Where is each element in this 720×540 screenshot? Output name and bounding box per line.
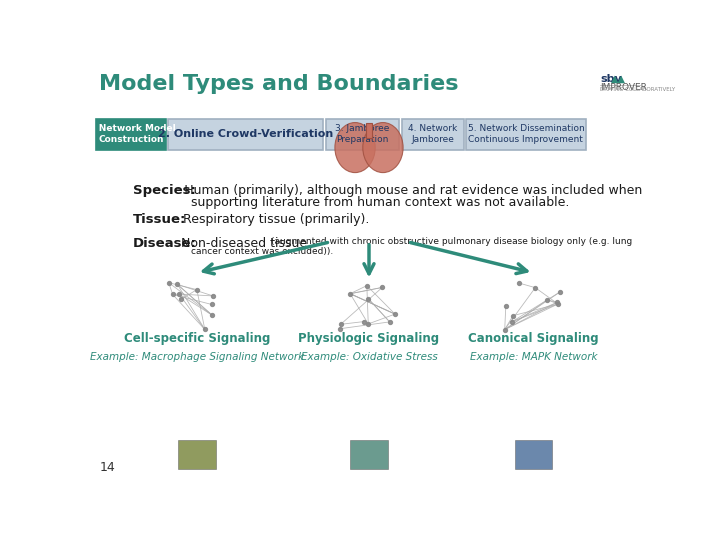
Bar <box>325 119 399 150</box>
Text: Disease:: Disease: <box>132 237 197 249</box>
Text: Model Types and Boundaries: Model Types and Boundaries <box>99 74 459 94</box>
Text: 1. Network Model
Construction: 1. Network Model Construction <box>86 124 176 144</box>
Bar <box>402 119 464 150</box>
Text: Physiologic Signaling: Physiologic Signaling <box>298 332 440 345</box>
Text: Cell-specific Signaling: Cell-specific Signaling <box>124 332 270 345</box>
Point <box>359 317 370 326</box>
Text: 4. Network
Jamboree: 4. Network Jamboree <box>408 124 457 144</box>
Text: ▲▲: ▲▲ <box>611 74 626 84</box>
Point <box>506 318 518 326</box>
Text: : Human (primarily), although mouse and rat evidence was included when: : Human (primarily), although mouse and … <box>176 184 642 197</box>
Point <box>499 325 510 334</box>
Point <box>175 295 186 304</box>
Text: supporting literature from human context was not available.: supporting literature from human context… <box>191 197 569 210</box>
Text: Example: Oxidative Stress: Example: Oxidative Stress <box>301 352 437 362</box>
Bar <box>515 440 552 469</box>
Point <box>384 318 395 326</box>
Point <box>529 284 541 292</box>
Text: Species:: Species: <box>132 184 196 197</box>
Text: Example: MAPK Network: Example: MAPK Network <box>469 352 597 362</box>
Point <box>207 292 219 300</box>
Ellipse shape <box>363 123 403 173</box>
Point <box>335 320 346 329</box>
Text: 3. Jamboree
Preparation: 3. Jamboree Preparation <box>336 124 390 144</box>
Text: (augmented with chronic obstructive pulmonary disease biology only (e.g. lung: (augmented with chronic obstructive pulm… <box>271 237 632 246</box>
Point <box>362 294 374 303</box>
Bar <box>168 119 323 150</box>
Point <box>206 300 217 309</box>
Point <box>500 301 512 310</box>
Point <box>541 295 553 304</box>
Bar <box>351 440 387 469</box>
Bar <box>366 123 372 138</box>
Point <box>390 310 401 319</box>
Point <box>507 312 518 320</box>
Text: DRIVING COLLABORATIVELY: DRIVING COLLABORATIVELY <box>600 87 675 92</box>
Point <box>362 320 374 328</box>
Bar <box>179 440 215 469</box>
Point <box>199 325 210 334</box>
Text: IMPROVER: IMPROVER <box>600 83 647 91</box>
Text: 2. Online Crowd-Verification: 2. Online Crowd-Verification <box>158 129 333 139</box>
Bar <box>466 119 586 150</box>
Text: 5. Network Dissemination
Continuous Improvement: 5. Network Dissemination Continuous Impr… <box>467 124 585 144</box>
Point <box>513 279 525 287</box>
Point <box>335 325 346 333</box>
Ellipse shape <box>335 123 375 173</box>
Text: cancer context was excluded)).: cancer context was excluded)). <box>191 247 333 256</box>
Text: Non-diseased tissue: Non-diseased tissue <box>181 237 311 249</box>
Text: Example: Macrophage Signaling Network: Example: Macrophage Signaling Network <box>90 352 304 362</box>
Text: Tissue:: Tissue: <box>132 213 186 226</box>
Text: sbv: sbv <box>600 74 621 84</box>
Point <box>174 290 185 299</box>
Text: 14: 14 <box>99 462 115 475</box>
Point <box>551 298 562 307</box>
Bar <box>96 119 166 150</box>
Text: Canonical Signaling: Canonical Signaling <box>468 332 598 345</box>
Point <box>377 283 388 292</box>
Point <box>191 285 202 294</box>
Text: Respiratory tissue (primarily).: Respiratory tissue (primarily). <box>171 213 370 226</box>
Point <box>171 280 183 289</box>
Point <box>554 287 566 296</box>
Point <box>552 300 564 308</box>
Point <box>163 279 174 287</box>
Point <box>344 289 356 298</box>
Point <box>167 290 179 299</box>
Point <box>207 311 218 320</box>
Point <box>361 281 372 290</box>
